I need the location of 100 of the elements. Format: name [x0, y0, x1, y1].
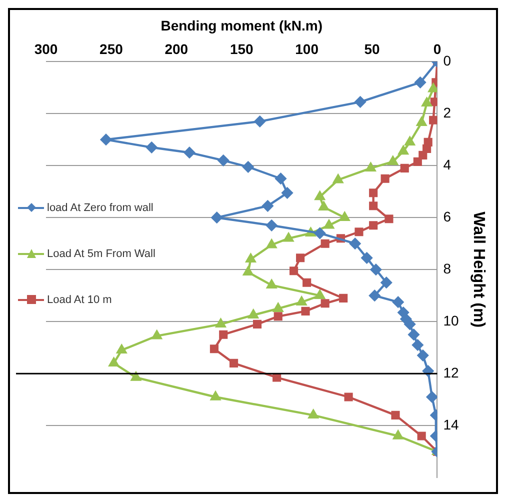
- point: [314, 228, 326, 239]
- point: [248, 310, 258, 318]
- point: [384, 214, 394, 224]
- point: [349, 238, 361, 250]
- point: [301, 306, 310, 316]
- y-tick-label: 6: [443, 208, 452, 224]
- point: [412, 339, 424, 351]
- point: [146, 142, 158, 153]
- point: [266, 239, 277, 248]
- x-tick-label: 150: [230, 41, 254, 58]
- point: [418, 150, 428, 160]
- y-tick-label: 8: [443, 260, 452, 276]
- point: [296, 254, 305, 262]
- point: [380, 277, 392, 288]
- point: [430, 98, 438, 106]
- x-tick-label: 300: [34, 41, 58, 58]
- y-tick-label: 2: [443, 104, 452, 120]
- point: [391, 410, 400, 420]
- point: [272, 373, 282, 382]
- point: [314, 191, 325, 200]
- point: [416, 117, 427, 126]
- point: [210, 344, 219, 354]
- point: [320, 239, 330, 248]
- point: [219, 330, 228, 339]
- point: [320, 299, 330, 308]
- point: [108, 358, 119, 367]
- point: [422, 98, 432, 107]
- point: [246, 254, 256, 263]
- point: [318, 202, 329, 211]
- y-axis-title: Wall Height (m): [470, 212, 487, 328]
- point: [218, 154, 229, 166]
- point: [314, 290, 325, 299]
- point: [428, 83, 438, 92]
- point: [354, 228, 364, 236]
- point: [296, 296, 307, 306]
- point: [339, 294, 348, 302]
- point: [417, 350, 428, 361]
- x-tick-label: 50: [364, 41, 380, 58]
- point: [266, 280, 277, 289]
- x-tick-label: 0: [433, 41, 442, 58]
- point: [100, 134, 112, 146]
- x-tick-label: 200: [164, 41, 188, 58]
- point: [284, 232, 294, 242]
- point: [152, 330, 162, 340]
- point: [262, 200, 274, 212]
- point: [302, 278, 312, 287]
- point: [429, 116, 438, 124]
- point: [369, 202, 378, 210]
- point: [216, 318, 226, 328]
- point: [308, 410, 318, 419]
- point: [404, 318, 416, 330]
- point: [400, 164, 409, 172]
- point: [274, 312, 282, 321]
- point: [414, 76, 426, 88]
- point: [369, 290, 380, 302]
- point: [130, 372, 141, 381]
- point: [211, 212, 222, 224]
- point: [210, 391, 221, 400]
- point: [254, 116, 266, 127]
- legend-label: Load At 5m From Wall: [47, 248, 156, 260]
- y-tick-label: 0: [443, 52, 452, 68]
- point: [282, 187, 293, 198]
- x-tick-label: 100: [295, 41, 319, 58]
- point: [369, 188, 378, 198]
- point: [252, 320, 262, 328]
- point: [354, 96, 366, 108]
- point: [230, 358, 238, 368]
- point: [392, 296, 404, 308]
- point: [184, 147, 196, 158]
- point: [340, 212, 350, 221]
- y-tick-label: 4: [443, 156, 452, 172]
- point: [422, 144, 432, 153]
- point: [275, 173, 286, 184]
- point: [380, 174, 390, 183]
- y-tick-label: 14: [443, 416, 460, 432]
- legend-label: load At Zero from wall: [47, 202, 154, 214]
- point: [388, 156, 398, 166]
- point: [369, 221, 378, 230]
- point: [361, 252, 372, 264]
- point: [426, 391, 438, 403]
- point: [289, 266, 298, 276]
- point: [398, 146, 408, 155]
- point: [243, 266, 254, 276]
- point: [242, 161, 254, 172]
- legend-label: Load At 10 m: [47, 294, 112, 306]
- point: [366, 162, 376, 172]
- y-tick-label: 10: [443, 312, 460, 328]
- point: [273, 303, 284, 312]
- point: [324, 220, 334, 229]
- y-tick-label: 12: [443, 364, 460, 380]
- point: [417, 432, 426, 440]
- point: [344, 392, 353, 402]
- x-axis-title: Bending moment (kN.m): [160, 17, 323, 34]
- point: [116, 344, 127, 354]
- point: [393, 430, 404, 440]
- x-tick-label: 250: [100, 41, 124, 58]
- point: [404, 136, 415, 146]
- point: [413, 157, 422, 166]
- point: [266, 220, 278, 231]
- point: [370, 264, 382, 276]
